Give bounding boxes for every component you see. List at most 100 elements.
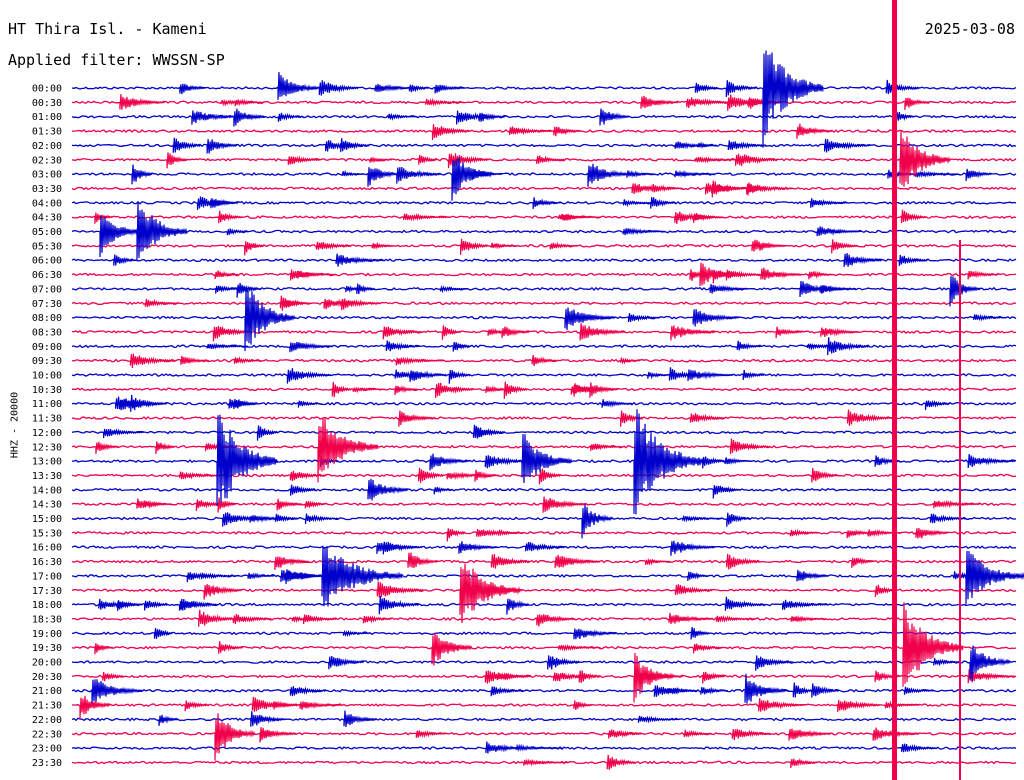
seismic-event — [601, 399, 634, 408]
seismic-event — [497, 672, 530, 681]
seismic-event — [244, 289, 296, 352]
seismic-event — [236, 282, 259, 298]
time-label: 13:30 — [32, 471, 62, 482]
time-label: 18:00 — [32, 600, 62, 611]
seismic-event — [789, 528, 820, 537]
seismic-event — [251, 696, 298, 712]
seismic-event — [498, 528, 520, 537]
seismic-event — [729, 438, 771, 455]
seismic-event — [378, 595, 420, 615]
seismic-event — [369, 156, 393, 164]
seismic-event — [674, 584, 713, 596]
date-label: 2025-03-08 — [924, 20, 1015, 38]
time-label: 10:30 — [32, 385, 62, 396]
seismic-event — [915, 528, 949, 539]
seismic-event — [969, 645, 1011, 682]
seismic-trace — [71, 272, 1017, 277]
seismic-event — [903, 686, 935, 695]
seismic-event — [215, 285, 242, 294]
saturated-signal-column — [959, 240, 961, 780]
seismic-event — [317, 418, 379, 483]
seismic-event — [362, 615, 392, 624]
seismic-event — [747, 182, 767, 196]
seismic-event — [735, 153, 778, 167]
time-label: 00:30 — [32, 98, 62, 109]
seismic-event — [775, 326, 803, 339]
seismic-event — [289, 686, 327, 697]
seismic-event — [697, 141, 718, 150]
seismic-event — [226, 228, 249, 236]
seismic-event — [762, 50, 824, 148]
seismic-event — [289, 470, 327, 481]
seismic-event — [418, 154, 438, 165]
seismic-event — [744, 673, 786, 704]
seismic-event — [474, 469, 500, 482]
seismic-event — [736, 340, 762, 351]
seismic-event — [799, 281, 831, 298]
time-label: 01:00 — [32, 112, 62, 123]
time-label: 00:00 — [32, 84, 62, 95]
seismic-event — [203, 584, 243, 600]
seismic-event — [217, 497, 237, 513]
seismic-event — [304, 513, 339, 524]
seismic-event — [712, 485, 741, 499]
seismic-event — [415, 730, 447, 739]
time-label: 03:30 — [32, 184, 62, 195]
seismic-event — [232, 614, 272, 625]
seismic-event — [458, 541, 499, 554]
time-label: 03:00 — [32, 170, 62, 181]
seismic-event — [439, 285, 469, 294]
seismic-event — [851, 557, 875, 568]
seismic-event — [153, 627, 173, 639]
seismic-event — [521, 433, 573, 484]
seismic-event — [367, 478, 409, 501]
seismic-event — [403, 213, 451, 222]
seismic-event — [485, 741, 526, 754]
seismic-event — [299, 701, 342, 710]
seismic-event — [418, 467, 445, 483]
seismic-event — [843, 252, 883, 267]
seismic-event — [902, 602, 964, 687]
seismic-event — [328, 656, 365, 670]
seismic-event — [573, 700, 593, 710]
seismic-event — [460, 238, 489, 255]
time-label: 17:30 — [32, 586, 62, 597]
seismic-event — [285, 569, 317, 585]
seismic-event — [898, 254, 928, 266]
seismic-event — [407, 552, 439, 568]
time-label: 15:00 — [32, 514, 62, 525]
seismic-event — [286, 368, 332, 384]
seismic-event — [277, 72, 319, 100]
seismic-event — [113, 254, 136, 266]
seismic-event — [692, 309, 740, 327]
seismic-event — [297, 400, 322, 408]
time-label: 11:30 — [32, 414, 62, 425]
seismic-event — [900, 209, 927, 224]
time-label: 17:00 — [32, 571, 62, 582]
seismic-event — [532, 197, 562, 209]
seismic-event — [796, 123, 833, 139]
seismic-event — [564, 307, 616, 331]
time-label: 02:30 — [32, 155, 62, 166]
seismic-event — [542, 496, 588, 513]
seismic-trace — [71, 100, 1017, 105]
seismic-event — [290, 269, 316, 281]
seismic-event — [503, 381, 528, 399]
seismic-event — [408, 84, 430, 93]
seismic-event — [490, 242, 518, 250]
seismic-event — [884, 700, 920, 710]
time-label: 20:30 — [32, 672, 62, 683]
seismic-event — [742, 370, 765, 381]
seismic-event — [234, 98, 265, 107]
seismic-trace — [71, 315, 1017, 320]
seismic-event — [472, 424, 505, 439]
seismic-event — [206, 138, 238, 154]
seismic-event — [291, 616, 312, 624]
seismic-event — [647, 371, 673, 380]
seismic-event — [816, 226, 862, 237]
seismic-event — [724, 457, 753, 466]
seismic-event — [901, 743, 938, 753]
seismic-event — [485, 385, 517, 394]
time-label: 16:30 — [32, 557, 62, 568]
seismic-event — [249, 515, 297, 523]
